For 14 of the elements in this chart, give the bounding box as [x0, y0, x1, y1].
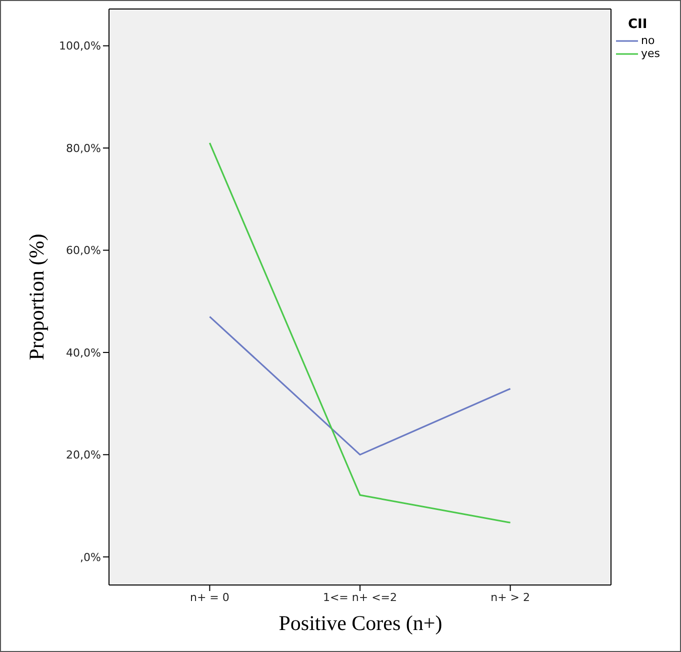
y-tick-label: 80,0% — [66, 142, 101, 155]
y-tick-label: ,0% — [80, 550, 101, 564]
y-axis-title: Proportion (%) — [24, 233, 50, 360]
x-tick-label: 1<= n+ <=2 — [322, 590, 398, 604]
y-tick-label: 100,0% — [59, 40, 101, 53]
y-tick-label: 20,0% — [66, 448, 101, 462]
y-tick-label: 40,0% — [66, 346, 101, 360]
x-tick-label: n+ > 2 — [490, 590, 530, 604]
legend-label: no — [641, 34, 655, 47]
legend-title: CII — [628, 17, 648, 32]
x-axis-title: Positive Cores (n+) — [278, 611, 444, 636]
legend-label: yes — [641, 47, 660, 60]
y-tick-label: 60,0% — [66, 244, 101, 258]
x-tick-label: n+ = 0 — [190, 590, 230, 604]
